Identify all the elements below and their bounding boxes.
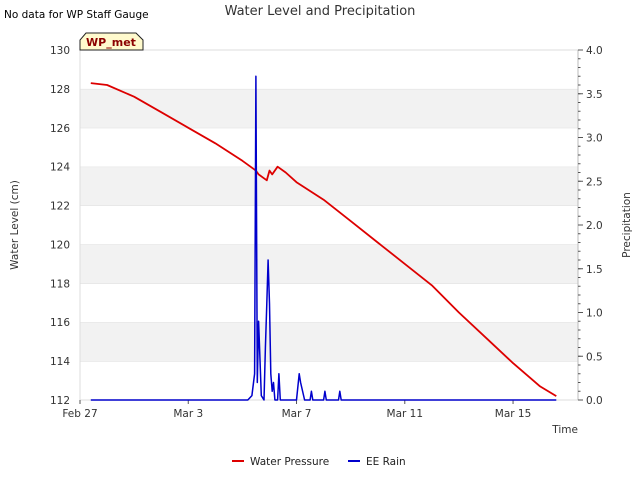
series-line-ee-rain xyxy=(90,75,557,401)
grid-band xyxy=(80,50,578,89)
left-y-tick-label: 112 xyxy=(50,395,70,407)
right-y-tick-label: 2.5 xyxy=(586,176,603,188)
series-line-water-pressure xyxy=(90,82,557,397)
legend-label-ee-rain: EE Rain xyxy=(366,456,406,468)
series-layer xyxy=(90,75,557,401)
plot-background-bands xyxy=(80,49,578,400)
legend: Water Pressure EE Rain xyxy=(232,456,406,468)
site-label-box xyxy=(79,32,144,51)
x-tick-label: Mar 3 xyxy=(173,408,203,420)
chart-title: Water Level and Precipitation xyxy=(225,4,416,19)
right-y-axis-label: Precipitation xyxy=(621,192,633,258)
x-tick-label: Mar 15 xyxy=(495,408,532,420)
left-y-tick-label: 114 xyxy=(50,356,70,368)
grid-band xyxy=(80,127,578,167)
x-tick-label: Mar 7 xyxy=(282,408,312,420)
right-y-tick-label: 0.5 xyxy=(586,351,603,363)
left-y-tick-label: 116 xyxy=(50,317,70,329)
right-y-tick-label: 0.0 xyxy=(586,395,603,407)
left-y-tick-label: 124 xyxy=(50,162,70,174)
left-y-tick-label: 120 xyxy=(50,239,70,251)
site-label-badge: WP_met xyxy=(79,32,144,51)
left-y-tick-label: 128 xyxy=(50,84,70,96)
grid-band xyxy=(80,322,578,362)
left-y-tick-label: 118 xyxy=(50,278,70,290)
x-tick-label: Feb 27 xyxy=(62,408,97,420)
left-y-tick-label: 122 xyxy=(50,201,70,213)
x-axis: Feb 27 Mar 3 Mar 7 Mar 11 Mar 15 xyxy=(62,400,531,420)
right-y-tick-label: 1.5 xyxy=(586,264,603,276)
right-y-tick-label: 3.5 xyxy=(586,89,603,101)
no-data-note: No data for WP Staff Gauge xyxy=(4,9,149,21)
grid-band xyxy=(80,88,578,128)
grid-band xyxy=(80,283,578,323)
right-y-axis: 0.0 0.5 1.0 1.5 2.0 2.5 3.0 3.5 4.0 xyxy=(577,45,603,407)
left-y-axis: 112 114 116 118 120 122 124 126 128 130 xyxy=(50,45,70,407)
x-axis-label: Time xyxy=(551,424,578,436)
grid-band xyxy=(80,361,578,400)
left-y-axis-label: Water Level (cm) xyxy=(9,180,21,270)
right-y-tick-label: 2.0 xyxy=(586,220,603,232)
left-y-tick-label: 126 xyxy=(50,123,70,135)
grid-band xyxy=(80,166,578,206)
left-y-tick-label: 130 xyxy=(50,45,70,57)
legend-label-water-pressure: Water Pressure xyxy=(250,456,329,468)
grid-band xyxy=(80,205,578,245)
site-label-text: WP_met xyxy=(86,36,136,49)
right-y-tick-label: 3.0 xyxy=(586,133,603,145)
grid-band xyxy=(80,244,578,284)
x-tick-label: Mar 11 xyxy=(387,408,424,420)
right-y-tick-label: 4.0 xyxy=(586,45,603,57)
right-y-tick-label: 1.0 xyxy=(586,308,603,320)
